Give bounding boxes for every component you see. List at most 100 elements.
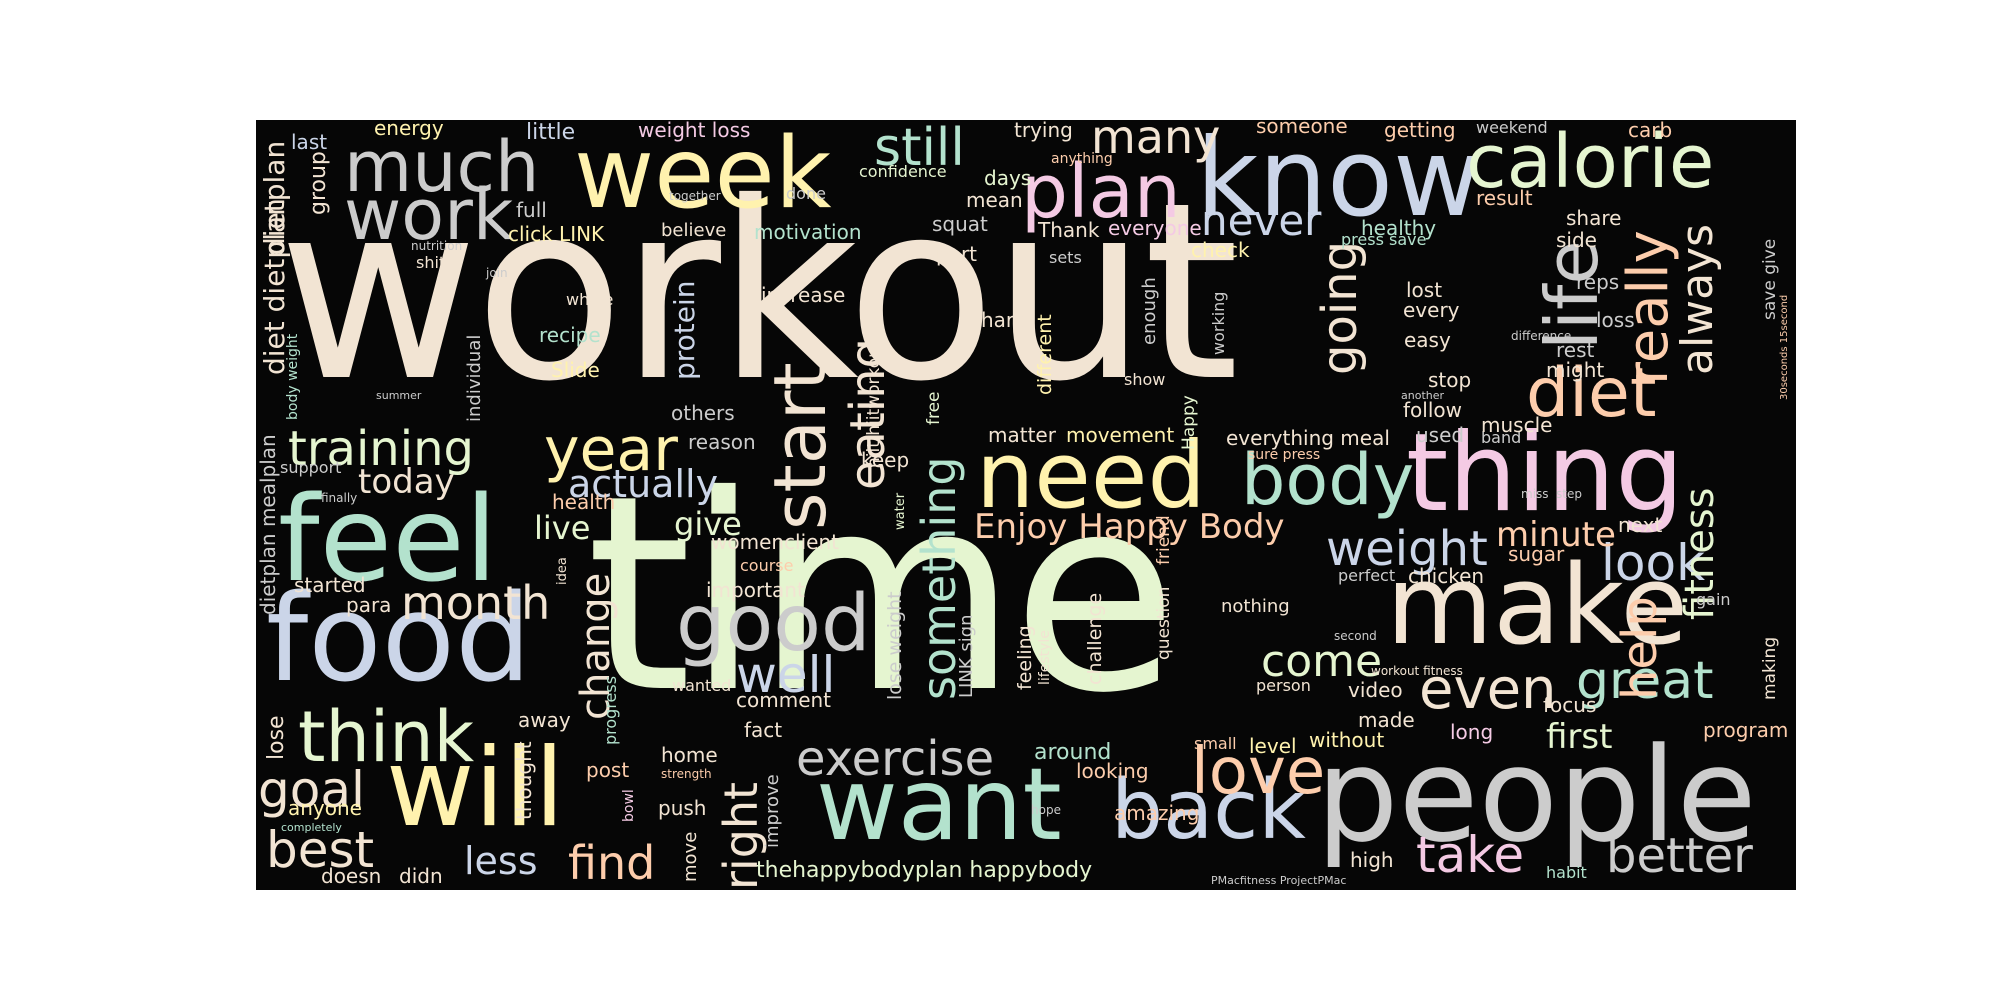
word-never: never <box>1201 196 1322 245</box>
word-video: video <box>1348 678 1403 702</box>
word-completely: completely <box>281 821 342 834</box>
word-workout-fitness: workout fitness <box>1371 664 1463 678</box>
word-today: today <box>358 462 455 502</box>
word-chicken: chicken <box>1408 564 1485 588</box>
word-diet: diet <box>1526 354 1657 433</box>
word-seconds: 30seconds 15second <box>1779 294 1790 400</box>
word-show: show <box>1124 370 1166 389</box>
word-workout: workout <box>278 150 1239 435</box>
word-result: result <box>1476 186 1533 210</box>
word-thought: thought <box>512 741 536 820</box>
word-used: used <box>1416 423 1465 447</box>
word-lost: lost <box>1406 278 1443 302</box>
word-side: side <box>1556 228 1597 252</box>
word-days: days <box>984 166 1032 190</box>
word-good: good <box>676 579 871 669</box>
word-reason: reason <box>688 430 756 454</box>
word-going: going <box>1312 240 1368 375</box>
word-happy: Happy <box>1179 395 1199 450</box>
word-different: different <box>1034 314 1056 395</box>
word-still: still <box>874 120 965 178</box>
word-next: next <box>1618 513 1663 537</box>
word-movement: movement <box>1066 423 1175 447</box>
word-para: para <box>346 593 392 617</box>
word-week: week <box>574 120 832 231</box>
word-know: know <box>1196 120 1482 241</box>
word-motivation: motivation <box>754 220 862 244</box>
word-lose-weight: lose weight <box>884 591 906 700</box>
word-move: move <box>680 831 701 882</box>
word-everything-meal: everything meal <box>1226 426 1390 450</box>
word-body-weight: body weight <box>285 333 301 420</box>
word-lifestyle: lifestyle <box>1037 630 1053 685</box>
word-month: month <box>401 576 551 630</box>
word-nutrition: nutrition <box>411 239 463 253</box>
word-last: last <box>291 130 328 154</box>
word-back: back <box>1111 763 1306 858</box>
word-muscle: muscle <box>1481 413 1553 437</box>
word-recipe: recipe <box>539 323 601 347</box>
word-thank: Thank <box>1038 218 1100 242</box>
word-program: program <box>1703 718 1789 742</box>
word-weekend: weekend <box>1476 120 1548 137</box>
word-water: water <box>893 492 908 530</box>
word-everyone: everyone <box>1108 216 1202 240</box>
word-training: training <box>288 421 474 477</box>
word-thing: thing <box>1406 411 1684 536</box>
word-hope: hope <box>1031 803 1061 817</box>
word-every: every <box>1403 298 1460 322</box>
word-high: high <box>1350 848 1394 872</box>
word-weight-loss: weight loss <box>638 120 751 142</box>
word-protein: protein <box>668 280 701 380</box>
word-food: food <box>266 570 532 709</box>
word-important: important <box>706 578 805 602</box>
word-strength: strength <box>661 767 712 781</box>
word-squat: squat <box>932 212 988 236</box>
word-enjoy-happy-body: Enjoy Happy Body <box>974 507 1285 547</box>
word-find: find <box>568 836 656 890</box>
word-sugar: sugar <box>1508 542 1565 566</box>
word-hard: hard <box>981 308 1027 332</box>
word-exercise: exercise <box>796 731 995 787</box>
word-little: little <box>526 120 576 145</box>
word-healthy: healthy <box>1361 216 1437 240</box>
word-look: look <box>1601 534 1706 592</box>
word-others: others <box>671 401 735 425</box>
word-share: share <box>1566 206 1622 230</box>
word-give: give <box>674 505 742 543</box>
word-enough: enough <box>1139 277 1160 345</box>
word-person: person <box>1256 676 1311 695</box>
word-sets: sets <box>1049 248 1082 267</box>
word-getting: getting <box>1384 120 1456 142</box>
word-nothing: nothing <box>1221 596 1290 617</box>
word-confidence: confidence <box>859 162 947 181</box>
word-doesn: doesn <box>321 864 382 888</box>
word-full: full <box>516 198 547 222</box>
word-idea: idea <box>555 557 570 585</box>
word-progress: progress <box>601 675 620 745</box>
word-comment: comment <box>736 688 832 712</box>
word-dietplan-mealplan: dietplan mealplan <box>256 434 280 615</box>
word-feel: feel <box>278 470 498 608</box>
word-actually: actually <box>568 462 719 506</box>
word-anyone: anyone <box>288 796 362 820</box>
word-join: join <box>486 266 508 280</box>
word-focus: focus <box>1543 693 1597 717</box>
word-making: making <box>1760 636 1780 700</box>
word-push: push <box>658 796 707 820</box>
word-difference: difference <box>1511 329 1572 343</box>
word-course: course <box>740 556 794 575</box>
word-well: well <box>736 646 836 704</box>
word-dietplan: dietplan <box>258 140 291 255</box>
word-need: need <box>976 422 1206 529</box>
word-love: love <box>1191 735 1326 809</box>
word-health: health <box>552 490 616 514</box>
word-goal: goal <box>258 761 365 819</box>
word-thehappybodyplan: thehappybodyplan happybody <box>756 858 1093 883</box>
word-live: live <box>534 509 591 547</box>
word-didn: didn <box>399 864 443 888</box>
word-might: might <box>1546 358 1605 382</box>
word-make: make <box>1386 541 1689 669</box>
word-level: level <box>1249 734 1297 758</box>
word-shit: shit <box>416 253 446 272</box>
